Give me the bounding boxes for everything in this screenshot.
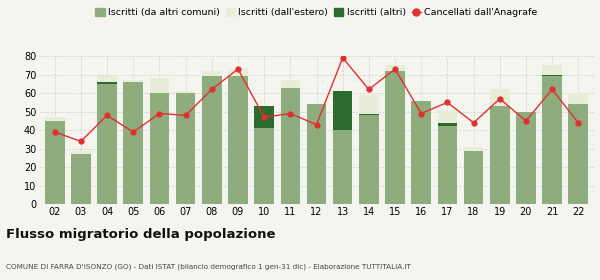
Bar — [149, 93, 169, 204]
Bar — [359, 113, 379, 115]
Bar — [176, 91, 196, 93]
Bar — [359, 115, 379, 204]
Bar — [359, 95, 379, 115]
Bar — [202, 76, 221, 204]
Bar — [333, 91, 352, 130]
Bar — [149, 78, 169, 93]
Bar — [516, 112, 536, 204]
Bar — [437, 123, 457, 127]
Bar — [97, 82, 117, 84]
Bar — [202, 71, 221, 76]
Bar — [490, 89, 509, 106]
Text: COMUNE DI FARRA D'ISONZO (GO) - Dati ISTAT (bilancio demografico 1 gen-31 dic) -: COMUNE DI FARRA D'ISONZO (GO) - Dati IST… — [6, 263, 411, 270]
Bar — [385, 71, 405, 204]
Bar — [464, 151, 484, 204]
Bar — [124, 82, 143, 204]
Legend: Iscritti (da altri comuni), Iscritti (dall'estero), Iscritti (altri), Cancellati: Iscritti (da altri comuni), Iscritti (da… — [92, 4, 541, 21]
Bar — [568, 104, 588, 204]
Bar — [124, 80, 143, 82]
Bar — [333, 130, 352, 204]
Bar — [97, 76, 117, 84]
Bar — [254, 128, 274, 204]
Bar — [228, 69, 248, 76]
Bar — [568, 93, 588, 104]
Bar — [281, 80, 300, 88]
Bar — [254, 106, 274, 128]
Bar — [542, 74, 562, 76]
Bar — [176, 93, 196, 204]
Bar — [71, 154, 91, 204]
Bar — [71, 151, 91, 154]
Bar — [228, 76, 248, 204]
Bar — [464, 147, 484, 151]
Bar — [333, 125, 352, 130]
Bar — [542, 76, 562, 204]
Bar — [97, 84, 117, 204]
Bar — [437, 110, 457, 127]
Bar — [437, 127, 457, 204]
Bar — [45, 117, 65, 121]
Bar — [281, 88, 300, 204]
Bar — [385, 65, 405, 71]
Bar — [45, 121, 65, 204]
Bar — [490, 106, 509, 204]
Bar — [307, 104, 326, 204]
Bar — [412, 101, 431, 204]
Bar — [542, 65, 562, 76]
Text: Flusso migratorio della popolazione: Flusso migratorio della popolazione — [6, 228, 275, 241]
